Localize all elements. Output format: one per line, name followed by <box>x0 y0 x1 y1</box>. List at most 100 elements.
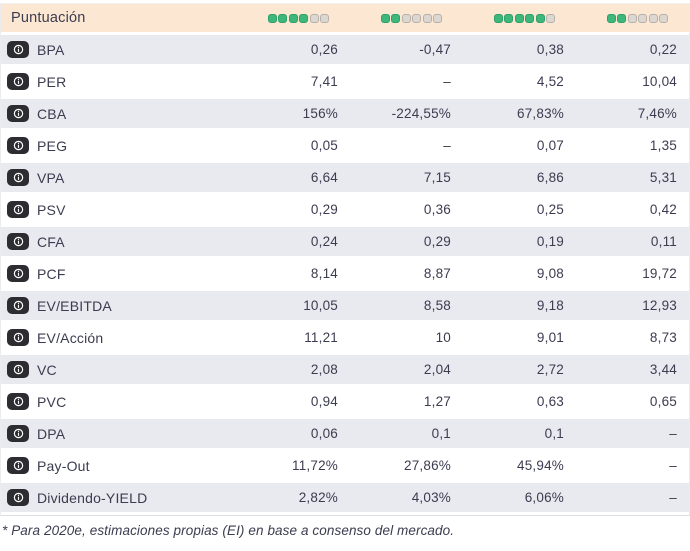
info-button[interactable] <box>7 169 29 186</box>
metric-label-cell: CBA <box>1 105 237 122</box>
row-label: PER <box>37 73 67 90</box>
value-cell: 0,24 <box>310 234 338 249</box>
score-dot-empty <box>422 13 432 23</box>
info-icon <box>13 332 24 343</box>
score-header-label: Puntuación <box>11 10 86 26</box>
info-button[interactable] <box>7 425 29 442</box>
value-cell: 156% <box>302 106 338 121</box>
row-label: Pay-Out <box>37 457 90 474</box>
score-cell <box>237 13 350 23</box>
metric-label-cell: PSV <box>1 201 237 218</box>
info-icon <box>13 460 24 471</box>
value-cell: 8,58 <box>423 298 451 313</box>
value-cell: 45,94% <box>517 458 564 473</box>
value-cell: -224,55% <box>391 106 451 121</box>
value-cell: 6,86 <box>536 170 564 185</box>
value-cell: 2,72 <box>536 362 564 377</box>
value-cell: 11,72% <box>292 458 338 473</box>
table-row: CFA 0,24 0,29 0,19 0,11 <box>1 227 689 256</box>
info-icon <box>13 108 24 119</box>
value-cell: 19,72 <box>642 266 677 281</box>
table-row: PVC 0,94 1,27 0,63 0,65 <box>1 387 689 416</box>
info-button[interactable] <box>7 361 29 378</box>
value-cell: 10,05 <box>303 298 338 313</box>
value-cell: 4,52 <box>536 74 564 89</box>
value-cell: – <box>443 138 451 153</box>
value-cell: 11,21 <box>304 330 338 345</box>
info-button[interactable] <box>7 105 29 122</box>
value-cell: 0,22 <box>649 42 677 57</box>
value-cell: 8,14 <box>310 266 338 281</box>
value-cell: 0,26 <box>310 42 338 57</box>
info-button[interactable] <box>7 265 29 282</box>
info-button[interactable] <box>7 41 29 58</box>
row-label: VC <box>37 361 57 378</box>
table-row: EV/Acción 11,21 10 9,01 8,73 <box>1 323 689 352</box>
score-cell <box>463 13 576 23</box>
info-button[interactable] <box>7 233 29 250</box>
value-cell: 9,01 <box>536 330 564 345</box>
value-cell: 2,04 <box>423 362 451 377</box>
value-cell: 2,08 <box>310 362 338 377</box>
row-label: Dividendo-YIELD <box>37 489 148 506</box>
row-label: EV/EBITDA <box>37 297 112 314</box>
info-button[interactable] <box>7 329 29 346</box>
table-row: CBA 156% -224,55% 67,83% 7,46% <box>1 99 689 128</box>
info-icon <box>13 364 24 375</box>
metric-label-cell: PER <box>1 73 237 90</box>
value-cell: 0,36 <box>423 202 451 217</box>
table-row: DPA 0,06 0,1 0,1 – <box>1 419 689 448</box>
row-label: DPA <box>37 425 66 442</box>
value-cell: -0,47 <box>419 42 451 57</box>
info-button[interactable] <box>7 457 29 474</box>
value-cell: 9,08 <box>536 266 564 281</box>
info-icon <box>13 172 24 183</box>
info-icon <box>13 236 24 247</box>
table-row: PSV 0,29 0,36 0,25 0,42 <box>1 195 689 224</box>
info-button[interactable] <box>7 201 29 218</box>
table-row: Pay-Out 11,72% 27,86% 45,94% – <box>1 451 689 480</box>
score-dot-filled <box>535 13 545 23</box>
value-cell: 4,03% <box>411 490 451 505</box>
score-dot-empty <box>401 13 411 23</box>
info-button[interactable] <box>7 489 29 506</box>
metric-label-cell: VC <box>1 361 237 378</box>
score-dot-empty <box>309 13 319 23</box>
info-button[interactable] <box>7 73 29 90</box>
value-cell: 6,64 <box>310 170 338 185</box>
table-row: EV/EBITDA 10,05 8,58 9,18 12,93 <box>1 291 689 320</box>
value-cell: 1,35 <box>649 138 677 153</box>
value-cell: 0,42 <box>649 202 677 217</box>
row-label: PVC <box>37 393 67 410</box>
value-cell: 0,38 <box>536 42 564 57</box>
value-cell: 8,87 <box>423 266 451 281</box>
info-icon <box>13 76 24 87</box>
row-label: PEG <box>37 137 68 154</box>
value-cell: 7,46% <box>637 106 677 121</box>
value-cell: 7,41 <box>310 74 338 89</box>
value-cell: 0,1 <box>431 426 451 441</box>
value-cell: – <box>443 74 451 89</box>
score-dot-filled <box>278 13 287 23</box>
score-dot-filled <box>514 13 524 23</box>
value-cell: 0,94 <box>310 394 338 409</box>
value-cell: – <box>669 426 677 441</box>
value-cell: 0,07 <box>536 138 564 153</box>
info-icon <box>13 268 24 279</box>
info-button[interactable] <box>7 393 29 410</box>
value-cell: 1,27 <box>423 394 451 409</box>
score-dot-empty <box>433 13 442 23</box>
value-cell: 7,15 <box>423 170 451 185</box>
info-button[interactable] <box>7 297 29 314</box>
table-row: VC 2,08 2,04 2,72 3,44 <box>1 355 689 384</box>
info-icon <box>13 204 24 215</box>
value-cell: – <box>669 490 677 505</box>
scoring-table: Puntuación BPA 0,26 -0,47 0,38 0,22 <box>0 3 690 516</box>
value-cell: 67,83% <box>517 106 564 121</box>
row-label: EV/Acción <box>37 329 104 346</box>
value-cell: 0,1 <box>544 426 564 441</box>
table-header-row: Puntuación <box>1 4 689 32</box>
info-button[interactable] <box>7 137 29 154</box>
score-dot-filled <box>504 13 513 23</box>
score-dot-filled <box>525 13 534 23</box>
